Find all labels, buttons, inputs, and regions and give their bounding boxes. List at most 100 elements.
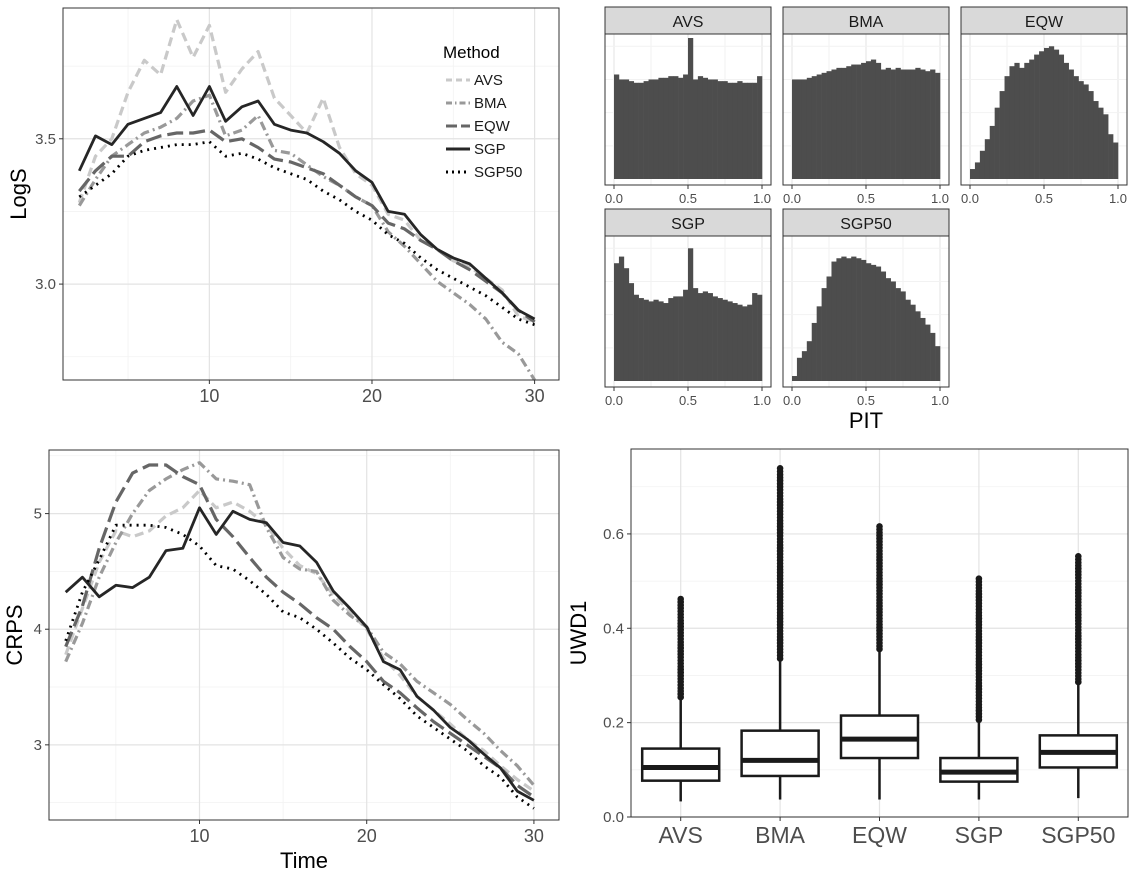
logs-panel-border [62,7,560,381]
pit-x-tick-label: 0.5 [679,191,697,206]
uwd1-outlier [975,575,983,582]
pit-bar [692,79,699,179]
legend-label-eqw: EQW [474,118,511,135]
pit-bar [697,293,704,381]
crps-axes: 10 20 30 3 4 5 [34,506,544,846]
uwd1-x-tick-label-sgp: SGP [955,822,1004,848]
pit-bar [836,67,842,179]
pit-bar [643,299,649,381]
crps-series-bma [64,461,536,787]
pit-bar [885,278,891,381]
pit-bar [910,69,916,179]
pit-bar [678,77,684,179]
pit-bar [623,79,630,179]
pit-bar [752,293,758,381]
pit-bar [905,299,911,381]
pit-bar [618,256,625,381]
pit-bar [974,162,981,179]
pit-bar [870,264,877,381]
pit-bar [870,59,877,180]
pit-bar [935,346,941,381]
legend-item-avs: AVS [446,72,503,89]
uwd1-box-bma [740,465,820,800]
pit-bar [628,283,635,381]
pit-bar [994,107,1000,179]
uwd1-axes: AVS BMA EQW SGP SGP50 0.0 0.2 0.4 0.6 [603,526,1115,848]
pit-bar [722,299,728,381]
pit-bar [653,299,659,381]
pit-strip-bma [782,6,950,35]
pit-bar [638,82,644,179]
logs-y-axis-label: LogS [6,168,31,219]
pit-bar [1004,76,1010,179]
pit-bar [1108,134,1114,179]
pit-bar [668,76,674,179]
pit-bar [851,64,857,179]
pit-bar [648,301,654,381]
pit-bar [796,79,803,179]
pit-strip-sgp50 [782,208,950,237]
uwd1-outlier [1075,553,1082,560]
pit-bar [727,82,733,179]
pit-bar [732,82,738,179]
crps-series-eqw [64,463,535,799]
pit-bar [688,248,694,381]
pit-bar [668,298,674,381]
pit-bar [915,311,921,381]
logs-series-sgp [78,85,536,321]
pit-bar [811,322,817,381]
pit-x-tick-label: 1.0 [931,393,949,408]
pit-x-tick-label: 1.0 [1109,191,1127,206]
pit-panel-bma: BMA 0.0 0.5 1.0 [782,6,950,206]
pit-bar [821,288,827,381]
pit-bar [1039,51,1045,179]
pit-bar [915,67,921,179]
pit-bar [623,268,630,381]
pit-bar [841,67,847,179]
pit-bar [811,76,817,179]
pit-strip-avs [604,6,772,35]
pit-strip-label-sgp50: SGP50 [840,216,892,233]
pit-bar [796,357,803,381]
pit-bar [737,81,743,179]
pit-bar [673,76,679,179]
pit-bar [614,263,620,381]
pit-bar [890,69,896,179]
pit-bar [707,293,713,381]
pit-bar [880,271,887,381]
pit-bar [1019,67,1025,179]
pit-bar [688,38,694,179]
logs-chart: 10 20 30 3.0 3.5 LogS Method AVS BMA EQW SGP [6,7,560,406]
pit-panel-avs: AVS 0.0 0.5 1.0 [604,6,772,206]
pit-bar [970,169,976,179]
pit-panel-eqw: EQW 0.0 0.5 1.0 [960,6,1128,206]
pit-bar [717,298,723,381]
pit-bar [792,376,798,381]
pit-bar [757,294,763,381]
pit-x-tick-label: 0.5 [857,393,875,408]
legend-label-avs: AVS [474,72,503,89]
pit-x-tick-label: 0.5 [857,191,875,206]
pit-bar [747,82,753,179]
uwd1-boxes [640,465,1119,802]
crps-series-lines [64,461,536,810]
pit-bar [1063,62,1069,179]
pit-bar [1083,84,1089,179]
pit-bar [930,69,936,179]
crps-x-tick-label: 20 [357,826,377,846]
logs-series-eqw [78,128,536,324]
pit-x-axis-label: PIT [849,408,883,433]
pit-bar [752,82,758,179]
crps-y-axis-label: CRPS [2,604,27,665]
uwd1-x-tick-label-avs: AVS [659,822,703,848]
logs-axes: 10 20 30 3.0 3.5 [35,131,544,406]
pit-bar [1058,54,1065,180]
crps-y-tick-label: 5 [34,506,42,523]
logs-x-tick-label: 20 [362,386,382,406]
pit-bar [885,67,891,179]
pit-bar [663,77,669,179]
uwd1-box-eqw [839,523,920,800]
pit-bar [984,139,991,179]
pit-bar [900,291,906,381]
